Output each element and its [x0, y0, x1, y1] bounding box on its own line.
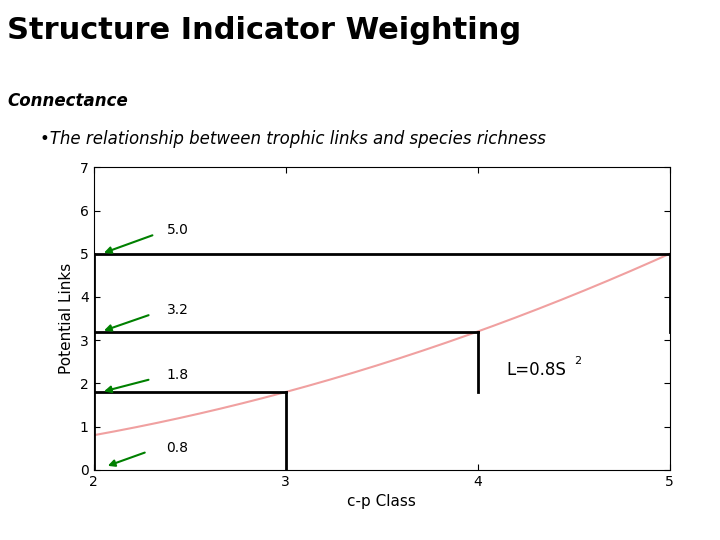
Text: L=0.8S: L=0.8S [506, 361, 566, 380]
Text: 1.8: 1.8 [166, 368, 189, 382]
Text: Connectance: Connectance [7, 92, 128, 110]
Text: 5.0: 5.0 [166, 223, 189, 237]
Text: Structure Indicator Weighting: Structure Indicator Weighting [7, 16, 521, 45]
Text: 0.8: 0.8 [166, 441, 189, 455]
X-axis label: c-p Class: c-p Class [347, 494, 416, 509]
Text: •The relationship between trophic links and species richness: •The relationship between trophic links … [40, 130, 546, 147]
Text: 3.2: 3.2 [166, 303, 189, 317]
Y-axis label: Potential Links: Potential Links [59, 263, 74, 374]
Text: 2: 2 [575, 356, 582, 366]
